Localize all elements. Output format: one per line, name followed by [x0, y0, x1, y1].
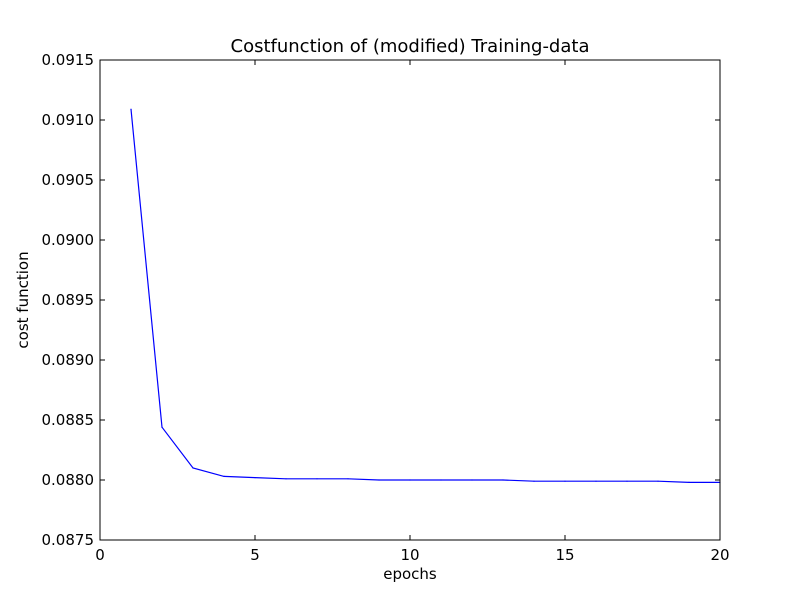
data-point [502, 479, 504, 481]
x-tick-label: 5 [250, 546, 260, 564]
plot-area [100, 60, 720, 540]
data-point [471, 479, 473, 481]
y-tick-label: 0.0900 [42, 231, 95, 249]
data-point [657, 480, 659, 482]
data-point [192, 467, 194, 469]
data-point [595, 480, 597, 482]
data-point [533, 480, 535, 482]
data-point [378, 479, 380, 481]
data-point [285, 478, 287, 480]
data-point [409, 479, 411, 481]
y-axis-label: cost function [14, 251, 32, 348]
series-line [130, 109, 720, 483]
x-tick-label: 20 [710, 546, 729, 564]
x-tick-label: 15 [555, 546, 574, 564]
data-point [626, 480, 628, 482]
data-point [161, 426, 163, 428]
data-point [440, 479, 442, 481]
data-point [254, 477, 256, 479]
x-tick-label: 0 [95, 546, 105, 564]
series-group [130, 108, 721, 483]
x-tick-label: 10 [400, 546, 419, 564]
y-tick-label: 0.0915 [42, 51, 95, 69]
data-point [130, 108, 132, 110]
data-point [347, 478, 349, 480]
y-tick-label: 0.0910 [42, 111, 95, 129]
data-point [688, 481, 690, 483]
data-point [223, 475, 225, 477]
data-point [316, 478, 318, 480]
y-tick-label: 0.0905 [42, 171, 95, 189]
y-tick-label: 0.0890 [42, 351, 95, 369]
tick-labels: 0 5 10 15 20 0.0875 0.0880 0.0885 0.0890 0.0895 0.… [42, 51, 730, 564]
data-point [564, 480, 566, 482]
y-tick-label: 0.0895 [42, 291, 95, 309]
y-tick-label: 0.0885 [42, 411, 95, 429]
chart-title: Costfunction of (modified) Training-data [231, 36, 590, 57]
x-axis-label: epochs [383, 565, 437, 583]
y-tick-label: 0.0880 [42, 471, 95, 489]
y-tick-label: 0.0875 [42, 531, 95, 549]
plot-frame [99, 59, 721, 541]
